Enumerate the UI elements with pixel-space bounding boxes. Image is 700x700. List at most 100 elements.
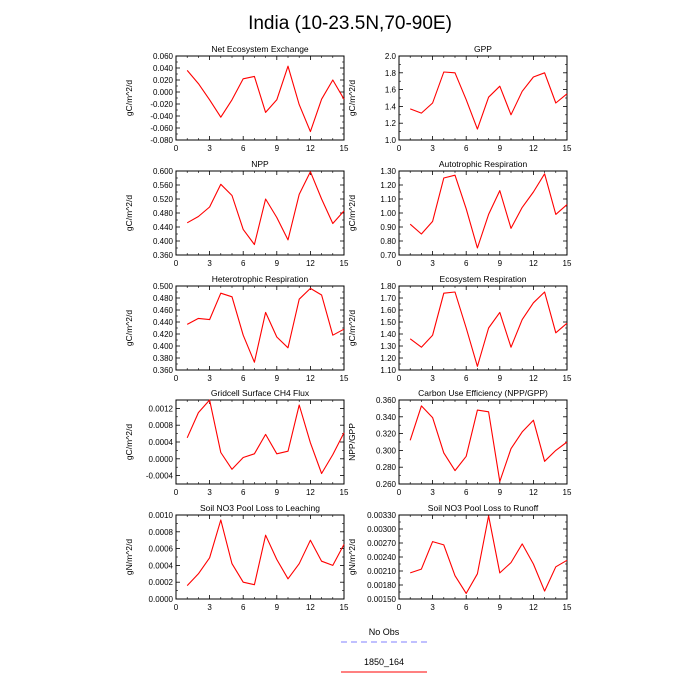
x-tick-label: 15	[563, 603, 572, 612]
y-tick-label: 0.260	[376, 480, 397, 489]
y-tick-label: -0.060	[150, 124, 173, 133]
x-tick-label: 12	[306, 603, 315, 612]
plot-frame	[175, 285, 345, 371]
y-axis-label: gC/m^2/d	[124, 195, 134, 231]
y-tick-label: 1.30	[380, 167, 396, 176]
x-tick-label: 6	[464, 374, 469, 383]
plot-frame	[398, 285, 568, 371]
figure-title: India (10-23.5N,70-90E)	[248, 13, 452, 34]
y-tick-label: 2.0	[385, 52, 397, 61]
panel-5: Heterotrophic Respiration gC/m^2/d 0 3 6 9 12 1…	[124, 274, 349, 383]
y-tick-label: 0.320	[376, 430, 397, 439]
legend: No Obs 1850_164	[341, 627, 427, 673]
panel-grid: Net Ecosystem Exchange gC/m^2/d 0 3 6 9 12 15 -0…	[124, 44, 572, 612]
y-tick-label: 0.300	[376, 446, 397, 455]
panel-title: Autotrophic Respiration	[439, 159, 528, 169]
y-tick-label: 1.20	[380, 354, 396, 363]
y-tick-label: 0.80	[380, 237, 396, 246]
x-tick-label: 9	[498, 259, 503, 268]
y-tick-label: 0.0008	[149, 421, 174, 430]
x-tick-label: 9	[275, 259, 280, 268]
x-tick-label: 0	[174, 603, 179, 612]
series-line-1	[409, 291, 568, 367]
y-tick-label: 0.00180	[367, 581, 396, 590]
y-tick-label: 0.440	[153, 223, 174, 232]
y-tick-label: 0.060	[153, 52, 174, 61]
y-axis-label: NPP/GPP	[347, 423, 357, 461]
y-tick-label: 0.0002	[149, 578, 174, 587]
panel-3: NPP gC/m^2/d 0 3 6 9 12 15 0.360 0.400 0.440 0.480 0…	[124, 159, 349, 268]
panel-title: Carbon Use Efficiency (NPP/GPP)	[418, 388, 548, 398]
x-tick-label: 0	[397, 374, 402, 383]
x-tick-label: 0	[174, 374, 179, 383]
x-tick-label: 6	[241, 603, 246, 612]
y-tick-label: -0.020	[150, 100, 173, 109]
y-tick-label: 0.90	[380, 223, 396, 232]
panel-title: NPP	[251, 159, 269, 169]
x-tick-label: 15	[563, 488, 572, 497]
x-tick-label: 15	[340, 374, 349, 383]
y-axis-label: gC/m^2/d	[124, 310, 134, 346]
series-line-1	[409, 405, 568, 483]
x-tick-label: 0	[397, 144, 402, 153]
y-tick-label: 0.480	[153, 209, 174, 218]
y-tick-label: 0.0012	[149, 404, 174, 413]
y-tick-label: 0.380	[153, 354, 174, 363]
y-tick-label: 0.280	[376, 463, 397, 472]
panel-6: Ecosystem Respiration gC/m^2/d 0 3 6 9 12 15 1.1…	[347, 274, 572, 383]
y-tick-label: 0.500	[153, 282, 174, 291]
x-tick-label: 12	[529, 144, 538, 153]
x-tick-label: 9	[498, 488, 503, 497]
panel-title: Soil NO3 Pool Loss to Leaching	[200, 503, 320, 513]
y-tick-label: 1.40	[380, 330, 396, 339]
x-tick-label: 9	[498, 144, 503, 153]
x-tick-label: 3	[430, 259, 435, 268]
y-tick-label: 0.400	[153, 342, 174, 351]
x-tick-label: 12	[306, 144, 315, 153]
x-tick-label: 15	[563, 259, 572, 268]
x-tick-label: 6	[464, 488, 469, 497]
x-tick-label: 6	[241, 259, 246, 268]
y-tick-label: 1.6	[385, 86, 397, 95]
x-tick-label: 6	[241, 374, 246, 383]
x-tick-label: 0	[174, 488, 179, 497]
x-tick-label: 6	[464, 603, 469, 612]
y-tick-label: 0.000	[153, 88, 174, 97]
y-tick-label: 1.70	[380, 294, 396, 303]
y-tick-label: 0.360	[153, 366, 174, 375]
x-tick-label: 15	[563, 144, 572, 153]
series-line-1	[409, 173, 568, 249]
x-tick-label: 15	[340, 488, 349, 497]
y-axis-label: gC/m^2/d	[347, 80, 357, 116]
x-tick-label: 3	[430, 488, 435, 497]
x-tick-label: 0	[174, 144, 179, 153]
x-tick-label: 6	[241, 488, 246, 497]
y-tick-label: 0.0004	[149, 438, 174, 447]
y-axis-label: gC/m^2/d	[347, 195, 357, 231]
x-tick-label: 3	[207, 488, 212, 497]
x-tick-label: 9	[275, 488, 280, 497]
y-tick-label: 0.340	[376, 413, 397, 422]
series-line-1	[186, 171, 345, 246]
x-tick-label: 3	[207, 603, 212, 612]
x-tick-label: 3	[207, 374, 212, 383]
plot-frame	[175, 399, 345, 485]
x-tick-label: 6	[464, 144, 469, 153]
panel-7: Gridcell Surface CH4 Flux gC/m^2/d 0 3 6 9 12 1…	[124, 388, 349, 497]
x-tick-label: 12	[529, 259, 538, 268]
x-tick-label: 0	[397, 603, 402, 612]
panel-title: Soil NO3 Pool Loss to Runoff	[428, 503, 539, 513]
y-tick-label: 1.8	[385, 69, 397, 78]
panel-8: Carbon Use Efficiency (NPP/GPP) NPP/GPP 0 3…	[347, 388, 572, 497]
y-tick-label: 0.0006	[149, 545, 174, 554]
plot-frame	[398, 399, 568, 485]
x-tick-label: 9	[275, 374, 280, 383]
x-tick-label: 12	[306, 488, 315, 497]
x-tick-label: 15	[340, 259, 349, 268]
y-tick-label: 0.00270	[367, 539, 396, 548]
y-tick-label: -0.040	[150, 112, 173, 121]
x-tick-label: 3	[430, 374, 435, 383]
panel-title: Net Ecosystem Exchange	[211, 44, 309, 54]
x-tick-label: 15	[340, 603, 349, 612]
y-tick-label: 1.2	[385, 119, 397, 128]
